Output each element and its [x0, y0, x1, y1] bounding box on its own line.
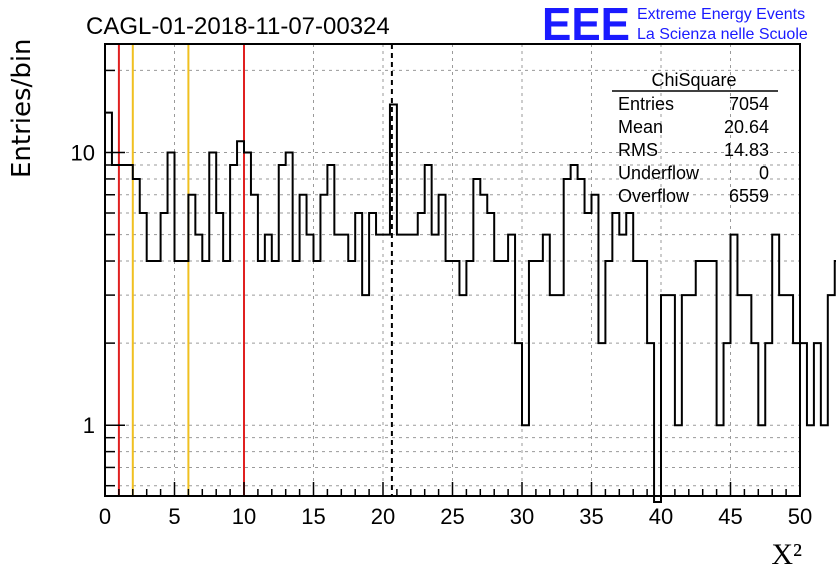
y-tick-label: 1: [83, 413, 95, 438]
eee-logo-line2: La Scienza nelle Scuole: [637, 26, 808, 43]
x-tick-label: 45: [718, 504, 742, 529]
x-tick-label: 25: [440, 504, 464, 529]
stats-label: RMS: [618, 140, 658, 160]
x-tick-label: 30: [510, 504, 534, 529]
stats-rows: Entries 7054 Mean 20.64 RMS 14.83 Underflow 0 Ov…: [618, 94, 769, 206]
x-tick-label: 20: [371, 504, 395, 529]
y-tick-label: 10: [71, 141, 95, 166]
x-tick-label: 0: [99, 504, 111, 529]
eee-logo-line1: Extreme Energy Events: [637, 6, 805, 23]
x-tick-label: 35: [579, 504, 603, 529]
x-axis-label: X²: [771, 538, 802, 571]
stats-value: 7054: [729, 94, 769, 114]
y-axis-label: Entries/bin: [7, 38, 37, 178]
tick-labels: 0 5 10 15 20 25 30 35 40 45 50 1 10: [71, 141, 813, 529]
stats-value: 6559: [729, 186, 769, 206]
histogram-line: [105, 103, 836, 503]
stats-label: Mean: [618, 117, 663, 137]
x-tick-label: 5: [168, 504, 180, 529]
eee-logo-mark: EEE: [542, 0, 630, 50]
stats-label: Entries: [618, 94, 674, 114]
stats-label: Underflow: [618, 163, 700, 183]
x-tick-label: 40: [649, 504, 673, 529]
axis-ticks: [104, 69, 801, 496]
reference-lines: [117, 44, 393, 496]
eee-logo: EEE Extreme Energy Events La Scienza nel…: [542, 0, 808, 50]
stats-value: 20.64: [724, 117, 769, 137]
stats-title: ChiSquare: [651, 70, 736, 90]
stats-label: Overflow: [618, 186, 690, 206]
stats-value: 14.83: [724, 140, 769, 160]
chart-title: CAGL-01-2018-11-07-00324: [86, 13, 390, 40]
x-tick-label: 15: [301, 504, 325, 529]
stats-value: 0: [759, 163, 769, 183]
stats-box: ChiSquare Entries 7054 Mean 20.64 RMS 14.83 Un…: [612, 70, 778, 206]
x-tick-label: 10: [232, 504, 256, 529]
x-tick-label: 50: [788, 504, 812, 529]
